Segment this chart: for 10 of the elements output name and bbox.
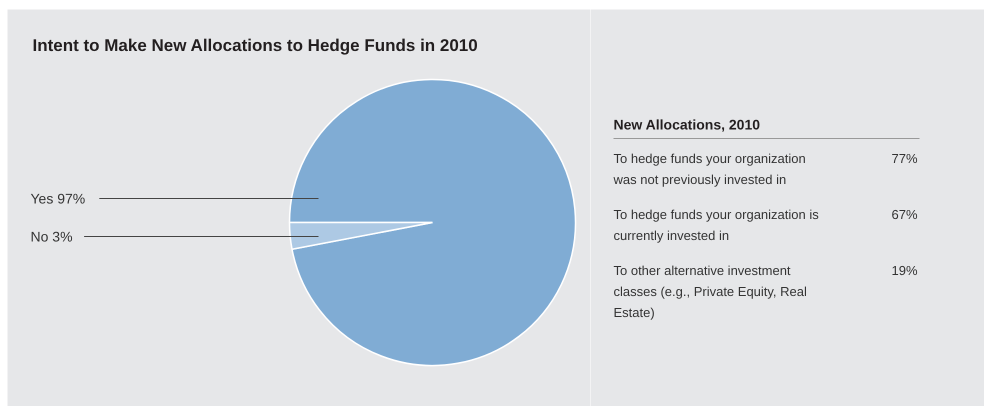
slice-label: No 3% xyxy=(30,228,73,244)
category-label: To hedge funds your organization was not previously invested in xyxy=(612,151,806,187)
chart-title: Intent to Make New Allocations to Hedge Funds in 2010 xyxy=(32,36,478,55)
text: 77% xyxy=(891,151,918,166)
text: 67% xyxy=(891,207,918,222)
category-label: To other alternative investment classes (e.g., Private Equity, Real Estate) xyxy=(614,263,808,320)
category-label: To hedge funds your organization is currently invested in xyxy=(614,207,820,243)
slice-label: Yes 97% xyxy=(30,190,86,206)
text: New Allocations, 2010 xyxy=(614,116,760,132)
text: 19% xyxy=(891,263,918,278)
